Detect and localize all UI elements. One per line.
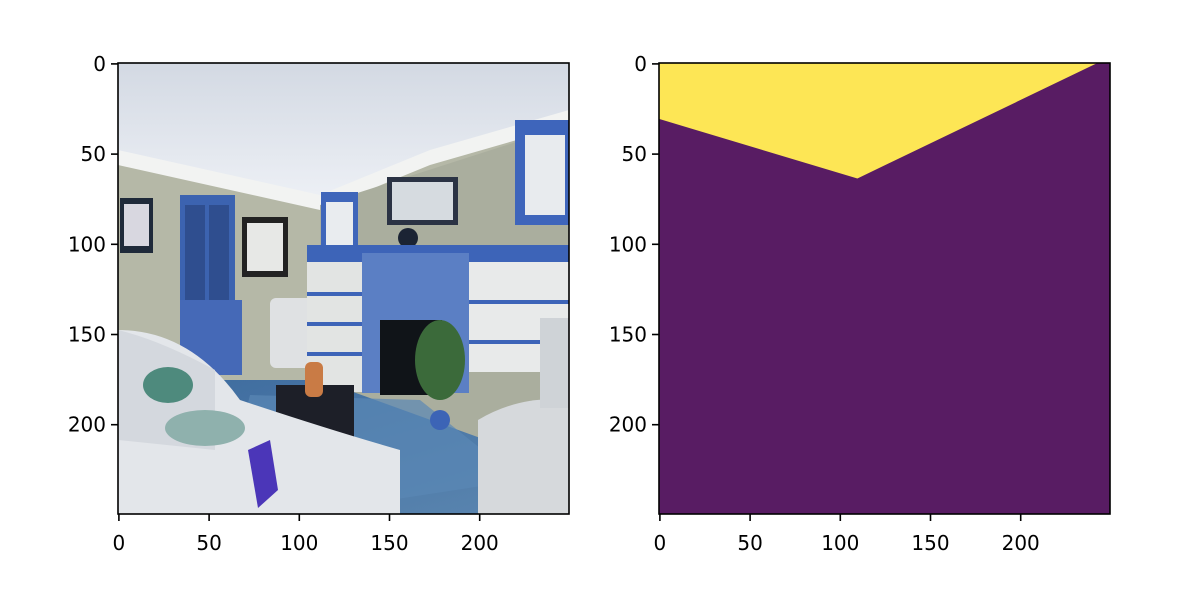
mask-axes-frame (658, 62, 1111, 515)
photo-panel: 0 50 100 150 200 0 50 100 150 200 (68, 52, 570, 555)
x-tick-label: 0 (654, 531, 667, 555)
x-tick-label: 200 (1002, 531, 1040, 555)
x-tick-label: 50 (737, 531, 762, 555)
y-tick-label: 50 (622, 142, 647, 166)
mask-ticks: 0 50 100 150 200 0 50 100 150 200 (609, 52, 1040, 555)
y-tick-label: 150 (609, 323, 647, 347)
x-tick-label: 200 (461, 531, 499, 555)
y-tick-label: 50 (81, 142, 106, 166)
mask-top-region (659, 63, 1110, 179)
mask-panel: 0 50 100 150 200 0 50 100 150 200 (609, 52, 1111, 555)
photo-axes-frame (117, 62, 570, 515)
x-tick-label: 100 (280, 531, 318, 555)
x-tick-label: 0 (113, 531, 126, 555)
y-tick-label: 100 (68, 232, 106, 256)
x-tick-label: 50 (196, 531, 221, 555)
y-tick-label: 200 (68, 413, 106, 437)
y-tick-label: 0 (93, 52, 106, 76)
room-photo (118, 63, 569, 514)
y-tick-label: 200 (609, 413, 647, 437)
x-tick-label: 150 (911, 531, 949, 555)
x-tick-label: 150 (370, 531, 408, 555)
photo-ticks: 0 50 100 150 200 0 50 100 150 200 (68, 52, 499, 555)
y-tick-label: 0 (634, 52, 647, 76)
y-tick-label: 100 (609, 232, 647, 256)
y-tick-label: 150 (68, 323, 106, 347)
x-tick-label: 100 (821, 531, 859, 555)
